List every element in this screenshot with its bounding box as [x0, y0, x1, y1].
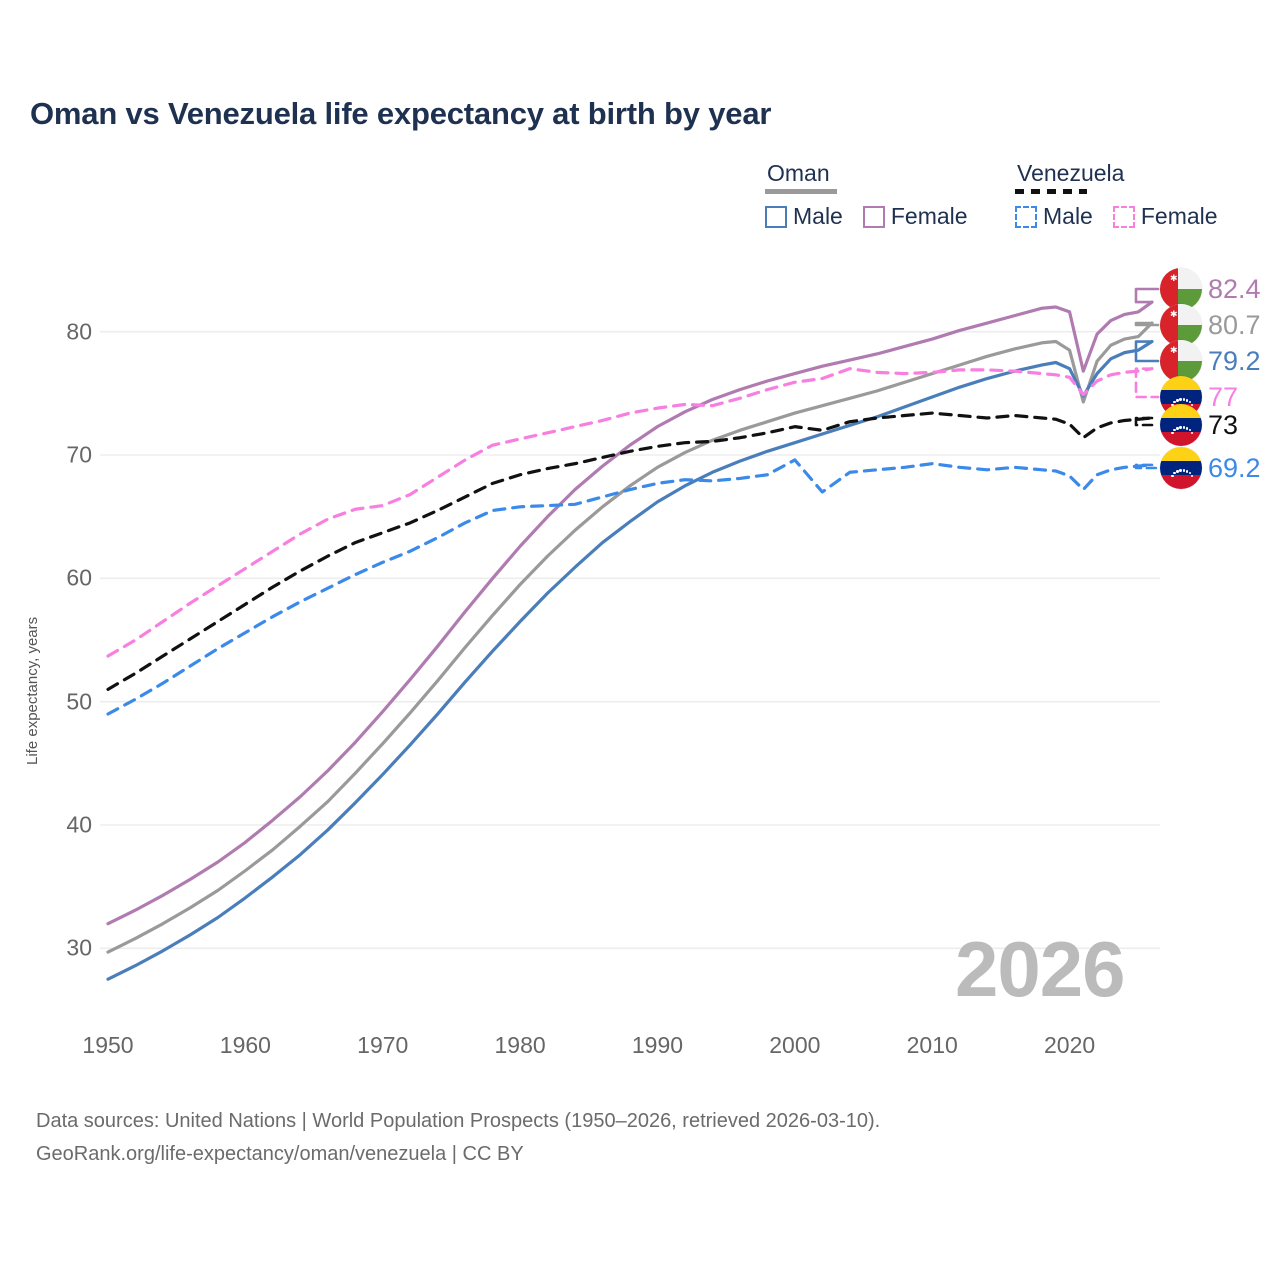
y-tick-60: 60: [66, 564, 92, 591]
legend-swatch-venezuela-female: [1112, 205, 1135, 228]
legend-rule-venezuela: [1015, 189, 1087, 194]
series-line-oman-male: [106, 339, 1154, 981]
series-line-venezuela-female: [106, 367, 1154, 658]
year-watermark: 2026: [955, 924, 1126, 1013]
y-tick-40: 40: [66, 811, 92, 838]
legend-label-oman-female: Female: [890, 203, 968, 229]
legend-group-oman: Oman Male Female: [765, 160, 968, 230]
x-tick-1950: 1950: [82, 1032, 134, 1058]
legend-item-oman-male[interactable]: Male: [765, 203, 843, 230]
legend-label-venezuela-female: Female: [1140, 203, 1218, 229]
x-tick-1960: 1960: [219, 1032, 271, 1058]
x-tick-2000: 2000: [769, 1032, 821, 1058]
legend-swatch-oman-male: [765, 205, 787, 228]
legend-item-venezuela-male[interactable]: Male: [1015, 203, 1093, 230]
legend-swatch-venezuela-male: [1015, 205, 1037, 228]
series-line-venezuela-male: [106, 458, 1154, 716]
y-tick-30: 30: [66, 934, 92, 961]
y-tick-50: 50: [66, 688, 92, 715]
legend-label-venezuela-male: Male: [1043, 203, 1093, 229]
x-tick-1980: 1980: [494, 1032, 546, 1058]
x-tick-2020: 2020: [1043, 1032, 1096, 1058]
plot-svg: [100, 300, 1160, 981]
footer-sources: Data sources: United Nations | World Pop…: [36, 1110, 881, 1132]
legend-label-oman-male: Male: [793, 203, 843, 229]
y-tick-70: 70: [66, 441, 92, 468]
x-tick-1970: 1970: [357, 1032, 409, 1058]
legend-item-venezuela-female[interactable]: Female: [1112, 203, 1218, 230]
x-tick-2010: 2010: [906, 1032, 958, 1058]
footer-attribution: GeoRank.org/life-expectancy/oman/venezue…: [36, 1143, 524, 1165]
legend-country-oman: Oman: [767, 160, 830, 186]
series-line-oman-female: [106, 300, 1154, 926]
series-line-venezuela-total: [106, 411, 1154, 691]
legend-item-oman-female[interactable]: Female: [862, 203, 968, 230]
chart-footer: Data sources: United Nations | World Pop…: [36, 1105, 1236, 1171]
y-tick-80: 80: [66, 318, 92, 345]
plot-area: Life expectancy, years 30 40 50 60 70 80 1950…: [0, 250, 1280, 1058]
chart-title: Oman vs Venezuela life expectancy at bir…: [30, 96, 772, 131]
legend-swatch-oman-female: [862, 205, 885, 228]
legend-group-venezuela: Venezuela Male Female: [1015, 160, 1218, 230]
chart-legend: Oman Male Female Venezuela Male: [760, 160, 1260, 242]
legend-country-venezuela: Venezuela: [1017, 160, 1125, 186]
legend-rule-oman: [765, 189, 837, 194]
x-tick-1990: 1990: [631, 1032, 684, 1058]
series-line-oman-total: [106, 321, 1154, 954]
